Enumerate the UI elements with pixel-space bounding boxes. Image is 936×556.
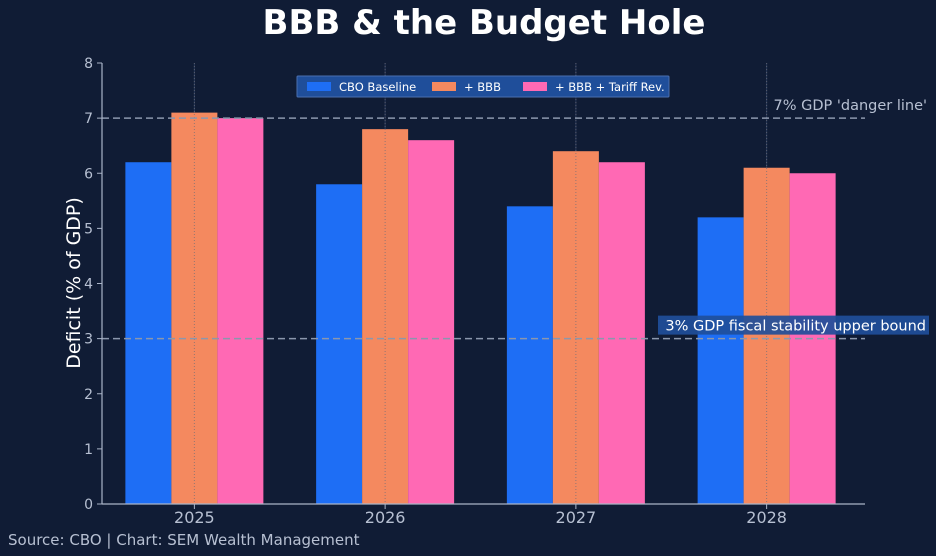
- bar: [316, 184, 363, 504]
- annotation-box: [658, 315, 929, 335]
- y-tick-label: 2: [84, 387, 93, 403]
- legend-swatch: [523, 82, 547, 91]
- legend-swatch: [307, 82, 331, 91]
- y-tick-label: 8: [84, 56, 93, 72]
- bar: [217, 118, 264, 504]
- x-tick-label: 2026: [365, 508, 406, 527]
- y-tick-label: 4: [84, 277, 93, 293]
- axes: 0 1 2 3 4 5 6 7 8 2025 2026 2027 2028: [84, 56, 865, 527]
- y-tick-label: 7: [84, 111, 93, 127]
- grid-layer: [193, 63, 768, 504]
- y-axis-label: Deficit (% of GDP): [63, 197, 85, 369]
- y-tick-label: 1: [84, 442, 93, 458]
- y-tick-label: 0: [84, 497, 93, 513]
- legend: CBO Baseline + BBB + BBB + Tariff Rev.: [296, 75, 670, 98]
- bar: [697, 217, 744, 504]
- y-tick-label: 5: [84, 221, 93, 237]
- reference-label-stability: 3% GDP fiscal stability upper bound: [665, 319, 926, 335]
- chart-title: BBB & the Budget Hole: [263, 3, 706, 43]
- bar: [125, 162, 172, 504]
- bar: [598, 162, 645, 504]
- bar: [408, 140, 455, 505]
- legend-swatch: [432, 82, 456, 91]
- y-tick-label: 6: [84, 166, 93, 182]
- x-tick-label: 2028: [746, 508, 787, 527]
- legend-label: + BBB: [464, 80, 501, 94]
- y-tick-label: 3: [84, 332, 93, 348]
- x-tick-label: 2025: [174, 508, 215, 527]
- legend-label: CBO Baseline: [339, 80, 416, 94]
- reference-lines: 7% GDP 'danger line' 3% GDP fiscal stabil…: [102, 98, 929, 340]
- bar: [506, 206, 553, 504]
- legend-label: + BBB + Tariff Rev.: [555, 80, 665, 94]
- source-note: Source: CBO | Chart: SEM Wealth Manageme…: [8, 531, 360, 549]
- bars-layer: [125, 63, 836, 505]
- reference-label-danger: 7% GDP 'danger line': [774, 98, 927, 114]
- x-tick-label: 2027: [556, 508, 597, 527]
- legend-box: [296, 75, 670, 98]
